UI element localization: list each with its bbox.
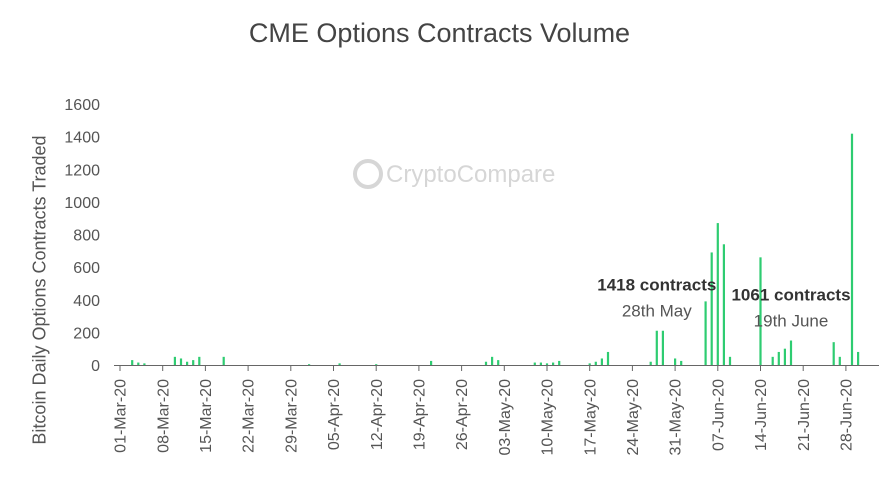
bar bbox=[832, 342, 835, 365]
bar bbox=[222, 356, 225, 365]
bar bbox=[143, 363, 146, 365]
y-tick-label: 600 bbox=[73, 260, 100, 277]
y-tick-label: 1400 bbox=[64, 130, 100, 147]
bar bbox=[704, 301, 707, 365]
annotation-date: 28th May bbox=[622, 302, 692, 321]
x-tick-label: 15-Mar-20 bbox=[198, 379, 215, 453]
x-tick-label: 17-May-20 bbox=[582, 379, 599, 456]
x-tick-label: 24-May-20 bbox=[625, 379, 642, 456]
bar bbox=[484, 361, 488, 365]
x-tick-label: 01-Mar-20 bbox=[113, 379, 130, 453]
x-tick-label: 31-May-20 bbox=[668, 379, 685, 456]
bar bbox=[722, 244, 725, 365]
bar bbox=[606, 351, 610, 365]
bar bbox=[539, 362, 542, 365]
bar bbox=[857, 351, 860, 365]
bar bbox=[710, 252, 713, 365]
bar bbox=[850, 133, 854, 365]
bar bbox=[179, 358, 183, 365]
bar bbox=[728, 356, 732, 365]
x-tick-label: 19-Apr-20 bbox=[412, 379, 429, 450]
bar bbox=[173, 356, 176, 365]
watermark-text: CryptoCompare bbox=[386, 161, 555, 188]
bar bbox=[783, 348, 786, 365]
x-tick-label: 10-May-20 bbox=[540, 379, 557, 456]
bar bbox=[674, 358, 677, 365]
bar bbox=[308, 364, 311, 365]
bar bbox=[680, 360, 683, 365]
bar bbox=[716, 223, 719, 365]
y-tick-label: 1600 bbox=[64, 97, 100, 114]
bar bbox=[649, 361, 652, 365]
x-tick-label: 22-Mar-20 bbox=[241, 379, 258, 453]
bar bbox=[789, 340, 793, 365]
bar bbox=[491, 356, 494, 365]
annotation-date: 19th June bbox=[754, 312, 829, 331]
y-tick-label: 1200 bbox=[64, 162, 100, 179]
bar bbox=[198, 356, 201, 365]
bar bbox=[655, 330, 658, 365]
y-tick-label: 400 bbox=[73, 293, 100, 310]
bar bbox=[771, 356, 774, 365]
bar bbox=[552, 362, 555, 365]
x-tick-label: 07-Jun-20 bbox=[710, 379, 727, 451]
y-tick-label: 800 bbox=[73, 228, 100, 245]
bar bbox=[375, 364, 378, 365]
bar bbox=[661, 330, 664, 365]
bar bbox=[545, 363, 549, 365]
y-tick-label: 200 bbox=[73, 325, 100, 342]
bar bbox=[838, 356, 841, 365]
bar bbox=[533, 362, 536, 365]
y-tick-label: 1000 bbox=[64, 195, 100, 212]
x-tick-label: 14-Jun-20 bbox=[753, 379, 770, 451]
bar bbox=[777, 351, 780, 365]
x-tick-label: 12-Apr-20 bbox=[369, 379, 386, 450]
x-tick-label: 26-Apr-20 bbox=[454, 379, 471, 450]
x-tick-label: 05-Apr-20 bbox=[326, 379, 343, 450]
x-tick-label: 21-Jun-20 bbox=[796, 379, 813, 451]
x-tick-label: 28-Jun-20 bbox=[839, 379, 856, 451]
x-tick-label: 29-Mar-20 bbox=[283, 379, 300, 453]
bar bbox=[600, 358, 603, 365]
bar bbox=[338, 363, 341, 365]
chart-title: CME Options Contracts Volume bbox=[248, 18, 631, 48]
bar bbox=[497, 360, 500, 365]
bar bbox=[759, 257, 762, 365]
bar bbox=[131, 360, 134, 365]
bar bbox=[192, 360, 195, 365]
bar bbox=[558, 360, 561, 365]
x-tick-label: 03-May-20 bbox=[497, 379, 514, 456]
bar bbox=[594, 361, 597, 365]
watermark: CryptoCompare bbox=[353, 159, 555, 189]
bar bbox=[588, 363, 591, 365]
x-tick-label: 08-Mar-20 bbox=[155, 379, 172, 453]
annotation-title: 1418 contracts bbox=[597, 276, 716, 295]
annotation-title: 1061 contracts bbox=[731, 286, 850, 305]
bar bbox=[137, 362, 140, 365]
watermark-logo-icon bbox=[353, 159, 383, 189]
y-tick-label: 0 bbox=[91, 358, 100, 375]
bar bbox=[430, 360, 433, 365]
bar bbox=[186, 361, 189, 365]
